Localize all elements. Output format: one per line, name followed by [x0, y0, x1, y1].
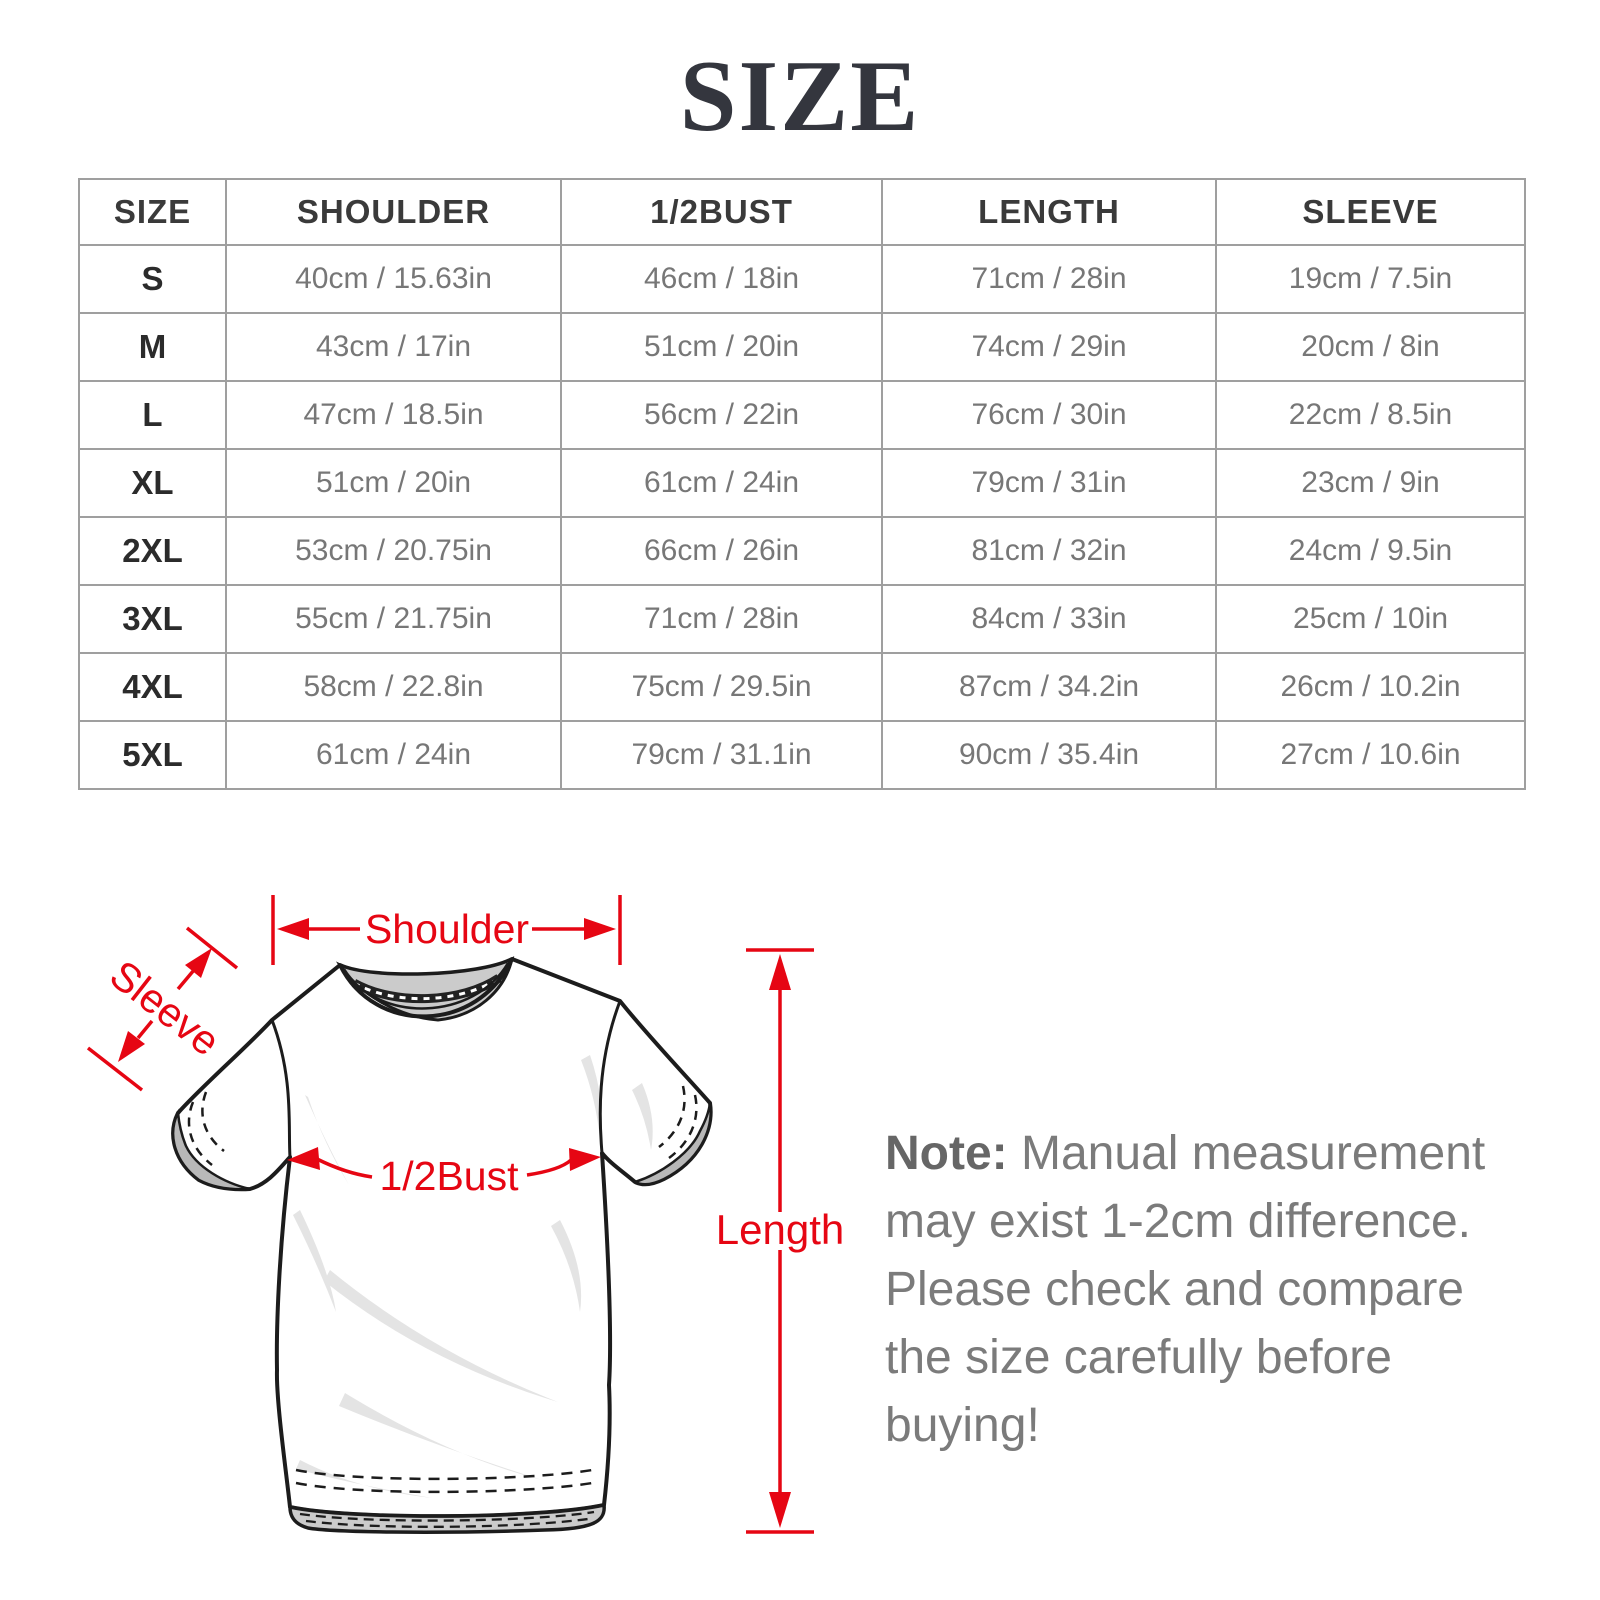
table-row: 2XL 53cm / 20.75in 66cm / 26in 81cm / 32…: [78, 516, 1526, 586]
length-cell: 90cm / 35.4in: [881, 720, 1217, 790]
bust-cell: 46cm / 18in: [560, 244, 883, 314]
tshirt-measurement-diagram: Shoulder Sleeve 1/2Bust: [86, 895, 844, 1534]
shoulder-cell: 55cm / 21.75in: [225, 584, 562, 654]
bust-cell: 79cm / 31.1in: [560, 720, 883, 790]
collar-front-outer: [338, 958, 514, 1019]
header-size: SIZE: [78, 178, 227, 246]
shoulder-measure: Shoulder: [271, 895, 622, 965]
size-cell: XL: [78, 448, 227, 518]
page-title: SIZE: [679, 40, 921, 153]
shoulder-cell: 40cm / 15.63in: [225, 244, 562, 314]
note-text: Note: Manual measurement may exist 1-2cm…: [885, 1120, 1503, 1460]
note-body: Manual measurement may exist 1-2cm diffe…: [885, 1127, 1486, 1452]
shoulder-label: Shoulder: [365, 906, 529, 952]
bust-cell: 56cm / 22in: [560, 380, 883, 450]
armhole-seam-left: [270, 1019, 292, 1158]
bust-measure: 1/2Bust: [287, 1147, 601, 1199]
cuff-inner-left: [171, 1108, 251, 1191]
bust-cell: 61cm / 24in: [560, 448, 883, 518]
shoulder-cell: 47cm / 18.5in: [225, 380, 562, 450]
bust-cell: 51cm / 20in: [560, 312, 883, 382]
length-cell: 87cm / 34.2in: [881, 652, 1217, 722]
sleeve-cell: 26cm / 10.2in: [1215, 652, 1526, 722]
sleeve-cell: 19cm / 7.5in: [1215, 244, 1526, 314]
header-length: LENGTH: [881, 178, 1217, 246]
shoulder-cell: 58cm / 22.8in: [225, 652, 562, 722]
hem-band: [288, 1502, 606, 1534]
size-cell: L: [78, 380, 227, 450]
sleeve-label: Sleeve: [101, 951, 228, 1064]
sleeve-cell: 25cm / 10in: [1215, 584, 1526, 654]
size-cell: 2XL: [78, 516, 227, 586]
shoulder-cell: 61cm / 24in: [225, 720, 562, 790]
table-row: L 47cm / 18.5in 56cm / 22in 76cm / 30in …: [78, 380, 1526, 450]
collar-front-inner: [342, 962, 510, 1010]
cuff-stitching: [187, 1085, 698, 1166]
sleeve-cell: 27cm / 10.6in: [1215, 720, 1526, 790]
length-measure: Length: [716, 948, 844, 1534]
header-bust: 1/2BUST: [560, 178, 883, 246]
table-row: 3XL 55cm / 21.75in 71cm / 28in 84cm / 33…: [78, 584, 1526, 654]
table-header-row: SIZE SHOULDER 1/2BUST LENGTH SLEEVE: [78, 178, 1526, 246]
shoulder-cell: 43cm / 17in: [225, 312, 562, 382]
shoulder-cell: 53cm / 20.75in: [225, 516, 562, 586]
table-row: XL 51cm / 20in 61cm / 24in 79cm / 31in 2…: [78, 448, 1526, 518]
bust-cell: 71cm / 28in: [560, 584, 883, 654]
length-cell: 81cm / 32in: [881, 516, 1217, 586]
bust-cell: 66cm / 26in: [560, 516, 883, 586]
size-cell: 5XL: [78, 720, 227, 790]
bust-label: 1/2Bust: [379, 1153, 519, 1199]
table-row: 4XL 58cm / 22.8in 75cm / 29.5in 87cm / 3…: [78, 652, 1526, 722]
cuff-inner-right: [631, 1102, 712, 1186]
table-row: 5XL 61cm / 24in 79cm / 31.1in 90cm / 35.…: [78, 720, 1526, 790]
length-cell: 79cm / 31in: [881, 448, 1217, 518]
size-cell: 3XL: [78, 584, 227, 654]
armhole-seam-right: [598, 1000, 622, 1154]
size-chart-table: SIZE SHOULDER 1/2BUST LENGTH SLEEVE S 40…: [78, 178, 1526, 790]
hem-stitching-band: [299, 1510, 595, 1528]
hem-stitching-upper: [295, 1467, 599, 1494]
size-cell: 4XL: [78, 652, 227, 722]
length-cell: 71cm / 28in: [881, 244, 1217, 314]
tshirt-illustration: [171, 956, 713, 1534]
sleeve-cell: 20cm / 8in: [1215, 312, 1526, 382]
sleeve-cell: 22cm / 8.5in: [1215, 380, 1526, 450]
shoulder-cell: 51cm / 20in: [225, 448, 562, 518]
sleeve-cell: 24cm / 9.5in: [1215, 516, 1526, 586]
sleeve-cell: 23cm / 9in: [1215, 448, 1526, 518]
table-row: M 43cm / 17in 51cm / 20in 74cm / 29in 20…: [78, 312, 1526, 382]
bust-cell: 75cm / 29.5in: [560, 652, 883, 722]
size-cell: M: [78, 312, 227, 382]
length-cell: 76cm / 30in: [881, 380, 1217, 450]
sleeve-measure: Sleeve: [86, 926, 239, 1092]
length-label: Length: [716, 1206, 844, 1253]
header-sleeve: SLEEVE: [1215, 178, 1526, 246]
length-cell: 74cm / 29in: [881, 312, 1217, 382]
size-cell: S: [78, 244, 227, 314]
wrinkle-shading: [293, 1055, 653, 1498]
header-shoulder: SHOULDER: [225, 178, 562, 246]
table-row: S 40cm / 15.63in 46cm / 18in 71cm / 28in…: [78, 244, 1526, 314]
length-cell: 84cm / 33in: [881, 584, 1217, 654]
tshirt-body: [171, 957, 713, 1519]
collar-zigzag-stitch: [353, 976, 500, 1001]
note-label: Note:: [885, 1127, 1008, 1180]
